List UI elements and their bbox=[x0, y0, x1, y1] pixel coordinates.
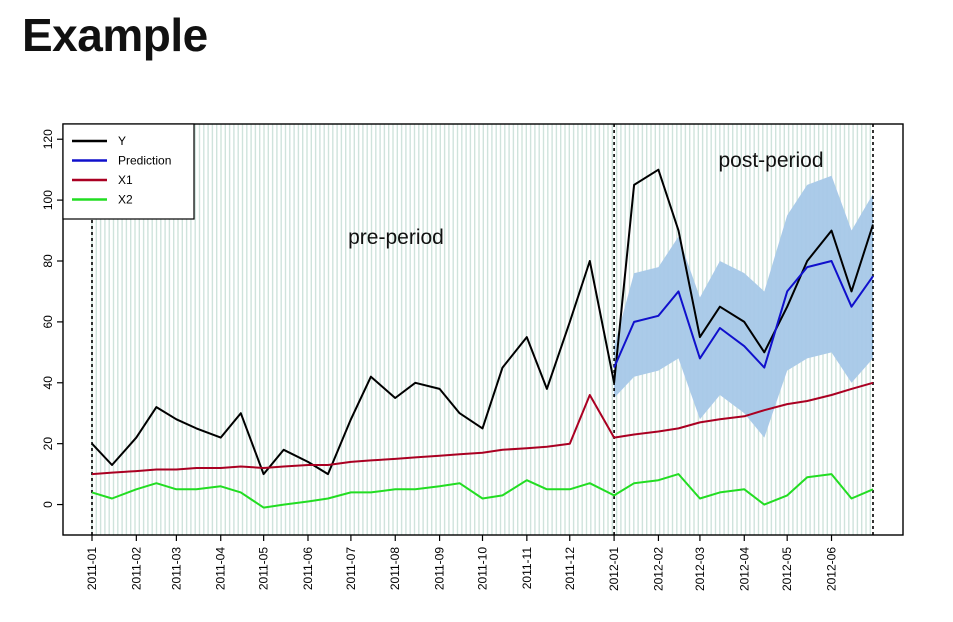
x-tick-label: 2012-01 bbox=[607, 547, 621, 591]
x-tick-label: 2011-11 bbox=[520, 547, 534, 590]
y-tick-label: 20 bbox=[41, 437, 55, 451]
x-tick-label: 2011-12 bbox=[563, 547, 577, 590]
y-tick-label: 80 bbox=[41, 254, 55, 268]
x-tick-label: 2011-10 bbox=[476, 547, 490, 590]
x-tick-label: 2011-03 bbox=[169, 547, 183, 590]
x-tick-label: 2011-01 bbox=[85, 547, 99, 590]
x-tick-label: 2012-03 bbox=[693, 547, 707, 591]
legend-label: Prediction bbox=[118, 154, 171, 168]
pre-period-label: pre-period bbox=[348, 226, 444, 249]
series-line-x2 bbox=[91, 473, 874, 509]
y-tick-label: 0 bbox=[41, 501, 55, 508]
x-tick-label: 2011-09 bbox=[433, 547, 447, 590]
x-tick-label: 2011-04 bbox=[214, 547, 228, 590]
x-tick-label: 2011-02 bbox=[129, 547, 143, 590]
x-tick-label: 2012-04 bbox=[737, 547, 751, 591]
x-tick-label: 2011-07 bbox=[344, 547, 358, 590]
x-tick-label: 2012-02 bbox=[651, 547, 665, 591]
y-tick-label: 60 bbox=[41, 315, 55, 329]
post-period-label: post-period bbox=[718, 149, 823, 172]
y-tick-label: 40 bbox=[41, 376, 55, 390]
page-title: Example bbox=[22, 9, 208, 61]
x-tick-label: 2012-06 bbox=[825, 547, 839, 591]
x-tick-label: 2011-06 bbox=[301, 547, 315, 590]
legend-label: X2 bbox=[118, 193, 133, 207]
x-tick-label: 2011-08 bbox=[388, 547, 402, 590]
x-tick-label: 2011-05 bbox=[257, 547, 271, 590]
legend: Y Prediction X1 X2 bbox=[62, 123, 195, 220]
y-tick-label: 120 bbox=[41, 129, 55, 149]
legend-label: Y bbox=[118, 134, 126, 148]
legend-label: X1 bbox=[118, 173, 133, 187]
x-tick-label: 2012-05 bbox=[780, 547, 794, 591]
y-tick-label: 100 bbox=[41, 190, 55, 210]
prediction-interval-band bbox=[614, 175, 873, 438]
